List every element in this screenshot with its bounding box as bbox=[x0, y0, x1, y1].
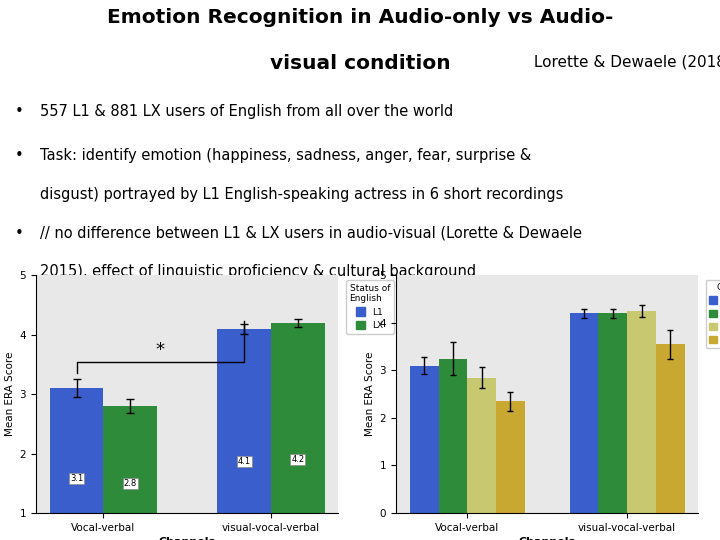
Y-axis label: Mean ERA Score: Mean ERA Score bbox=[6, 352, 16, 436]
Bar bbox=[467, 377, 496, 513]
Text: // no difference between L1 & LX users in audio-visual (Lorette & Dewaele: // no difference between L1 & LX users i… bbox=[40, 226, 582, 240]
Text: •: • bbox=[14, 226, 23, 240]
Bar bbox=[217, 329, 271, 540]
Bar bbox=[50, 388, 104, 540]
Text: 4.2: 4.2 bbox=[292, 455, 305, 464]
Bar bbox=[410, 366, 438, 513]
Text: •: • bbox=[14, 104, 23, 119]
Legend: L1, LX: L1, LX bbox=[346, 280, 394, 334]
Text: 2015), effect of linguistic proficiency & cultural background: 2015), effect of linguistic proficiency … bbox=[40, 265, 476, 279]
Text: Lorette & Dewaele (2018a): Lorette & Dewaele (2018a) bbox=[529, 55, 720, 70]
Text: disgust) portrayed by L1 English-speaking actress in 6 short recordings: disgust) portrayed by L1 English-speakin… bbox=[40, 187, 563, 201]
Bar bbox=[656, 345, 685, 513]
Text: 557 L1 & 881 LX users of English from all over the world: 557 L1 & 881 LX users of English from al… bbox=[40, 104, 453, 119]
Text: 3.1: 3.1 bbox=[70, 474, 84, 483]
Text: Emotion Recognition in Audio-only vs Audio-: Emotion Recognition in Audio-only vs Aud… bbox=[107, 8, 613, 27]
Bar bbox=[496, 401, 525, 513]
Bar bbox=[438, 359, 467, 513]
Bar bbox=[627, 311, 656, 513]
X-axis label: Channels: Channels bbox=[158, 537, 216, 540]
Text: 4.1: 4.1 bbox=[238, 457, 251, 466]
Y-axis label: Mean ERA Score: Mean ERA Score bbox=[366, 352, 376, 436]
Text: 2.8: 2.8 bbox=[124, 478, 137, 488]
Text: *: * bbox=[156, 341, 165, 359]
X-axis label: Channels: Channels bbox=[518, 537, 576, 540]
Text: •: • bbox=[14, 148, 23, 163]
Bar bbox=[104, 406, 157, 540]
Bar bbox=[570, 313, 598, 513]
Text: visual condition: visual condition bbox=[270, 55, 450, 73]
Text: Task: identify emotion (happiness, sadness, anger, fear, surprise &: Task: identify emotion (happiness, sadne… bbox=[40, 148, 531, 163]
Bar bbox=[271, 323, 325, 540]
Bar bbox=[598, 313, 627, 513]
Legend: British/Irish, North-American, Cont. European, Asian: British/Irish, North-American, Cont. Eur… bbox=[706, 280, 720, 348]
